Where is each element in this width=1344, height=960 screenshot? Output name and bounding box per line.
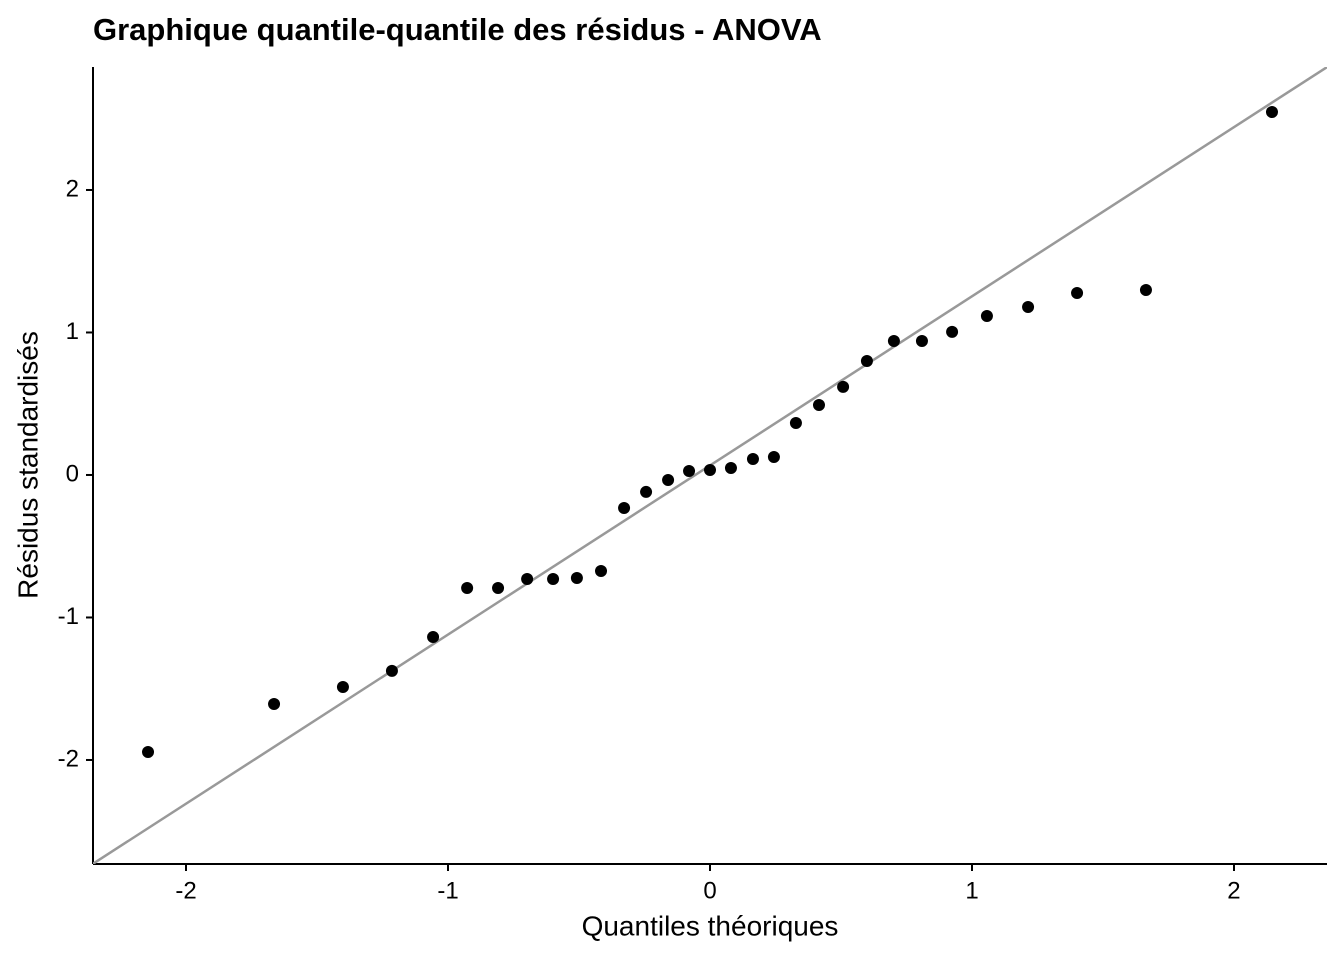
- point: [887, 335, 900, 348]
- y-tick-label: 2: [66, 175, 79, 202]
- point: [1071, 287, 1084, 300]
- point: [837, 380, 850, 393]
- point: [336, 681, 349, 694]
- y-tick-label: 0: [66, 460, 79, 487]
- point: [618, 502, 631, 515]
- point: [662, 473, 675, 486]
- point: [1265, 106, 1278, 119]
- point: [980, 309, 993, 322]
- point: [570, 572, 583, 585]
- y-axis-title: Résidus standardisés: [12, 331, 43, 599]
- point: [946, 325, 959, 338]
- point: [268, 697, 281, 710]
- point: [492, 581, 505, 594]
- y-tick-label: -2: [58, 745, 79, 772]
- point: [812, 399, 825, 412]
- chart-title: Graphique quantile-quantile des résidus …: [93, 12, 822, 47]
- x-tick-label: 1: [965, 877, 978, 904]
- y-tick-label: 1: [66, 318, 79, 345]
- point: [789, 416, 802, 429]
- x-tick-label: -1: [437, 877, 458, 904]
- point: [640, 485, 653, 498]
- x-tick-label: -2: [175, 877, 196, 904]
- point: [385, 664, 398, 677]
- point: [547, 573, 560, 586]
- point: [704, 463, 716, 476]
- point: [1139, 284, 1152, 297]
- point: [461, 581, 474, 594]
- point: [1022, 300, 1035, 313]
- point: [521, 573, 534, 586]
- x-axis-title: Quantiles théoriques: [582, 910, 839, 941]
- point: [860, 354, 873, 367]
- x-tick-label: 2: [1227, 877, 1240, 904]
- point: [767, 451, 780, 464]
- point: [683, 464, 696, 477]
- point: [915, 335, 928, 348]
- point: [724, 461, 737, 474]
- x-tick-label: 0: [703, 877, 716, 904]
- point: [427, 630, 440, 643]
- point: [142, 745, 155, 758]
- y-tick-label: -1: [58, 603, 79, 630]
- point: [595, 565, 608, 578]
- point: [746, 453, 759, 466]
